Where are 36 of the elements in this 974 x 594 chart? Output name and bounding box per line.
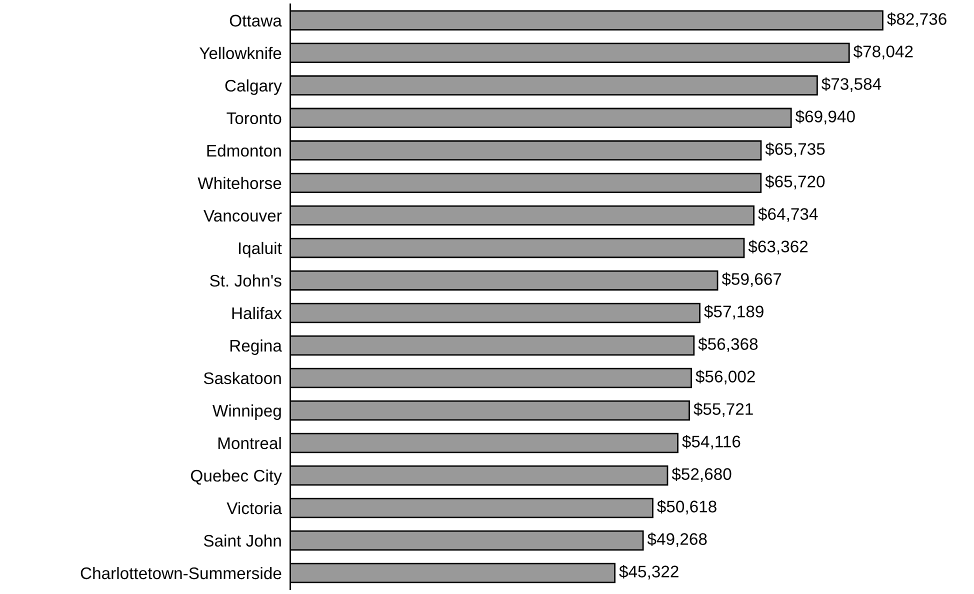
y-tick-label: Quebec City bbox=[191, 469, 282, 485]
y-tick-label: Toronto bbox=[226, 112, 282, 124]
y-tick-label: Halifax bbox=[232, 306, 282, 320]
y-tick-label: Yellowknife bbox=[200, 46, 282, 60]
y-tick-label: Winnipeg bbox=[212, 404, 281, 420]
y-tick-label: Charlottetown-Summerside bbox=[80, 566, 282, 580]
data-label: $56,002 bbox=[696, 370, 755, 384]
data-label: $73,584 bbox=[822, 77, 882, 92]
data-label: $65,720 bbox=[765, 174, 825, 190]
y-tick-label: Vancouver bbox=[204, 210, 282, 222]
data-label: $82,736 bbox=[887, 12, 946, 27]
data-label: $57,189 bbox=[704, 304, 764, 320]
y-tick-label: Montreal bbox=[218, 436, 281, 450]
data-label: $55,721 bbox=[694, 402, 753, 417]
y-tick-label: Calgary bbox=[225, 79, 282, 95]
y-tick-label: Saskatoon bbox=[204, 372, 281, 384]
data-label: $50,618 bbox=[657, 500, 716, 514]
y-tick-label: Victoria bbox=[226, 502, 282, 514]
y-tick-label: Whitehorse bbox=[198, 176, 282, 190]
data-label: $49,268 bbox=[647, 532, 707, 547]
data-label: $45,322 bbox=[619, 564, 678, 580]
data-label: $54,116 bbox=[682, 434, 740, 450]
data-label: $63,362 bbox=[748, 240, 808, 254]
data-label: $64,734 bbox=[758, 207, 818, 222]
data-label: $78,042 bbox=[853, 44, 913, 60]
data-label: $52,680 bbox=[672, 467, 732, 482]
y-tick-label: Iqaluit bbox=[238, 242, 282, 258]
y-tick-label: Regina bbox=[230, 339, 282, 355]
y-tick-label: Ottawa bbox=[230, 14, 282, 27]
data-label: $65,735 bbox=[765, 142, 825, 157]
y-tick-label: Saint John bbox=[204, 534, 281, 547]
y-tick-label: St. John's bbox=[210, 274, 282, 287]
data-label: $69,940 bbox=[795, 110, 855, 124]
data-label: $59,667 bbox=[722, 272, 782, 287]
y-tick-label: Edmonton bbox=[207, 144, 281, 157]
data-label: $56,368 bbox=[698, 337, 758, 352]
